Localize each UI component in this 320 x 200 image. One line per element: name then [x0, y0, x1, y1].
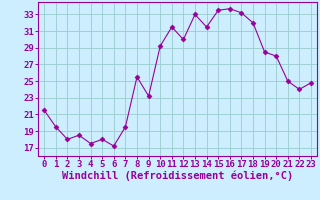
X-axis label: Windchill (Refroidissement éolien,°C): Windchill (Refroidissement éolien,°C) [62, 171, 293, 181]
